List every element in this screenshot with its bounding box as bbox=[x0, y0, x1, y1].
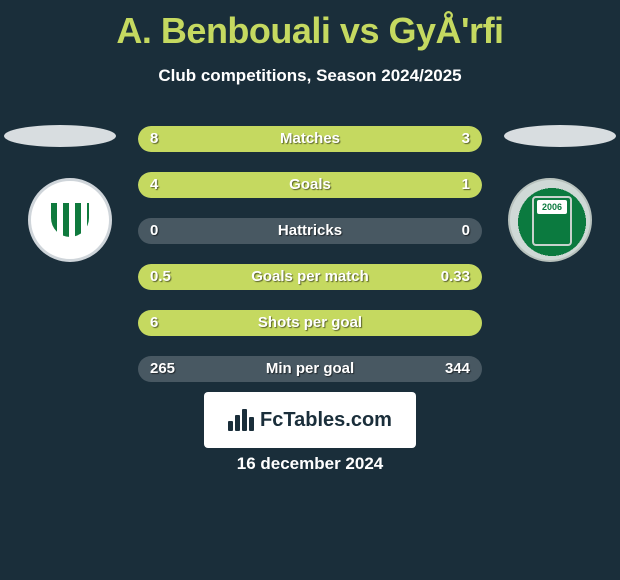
bar-goals: 4 Goals 1 bbox=[138, 172, 482, 198]
stats-bars: 8 Matches 3 4 Goals 1 0 Hattricks 0 0.5 … bbox=[138, 126, 482, 402]
bar-spg: 6 Shots per goal bbox=[138, 310, 482, 336]
branding-text: FcTables.com bbox=[260, 409, 392, 432]
bar-hattricks-label: Hattricks bbox=[138, 218, 482, 244]
team-logo-right-year: 2006 bbox=[537, 200, 567, 214]
bar-spg-label: Shots per goal bbox=[138, 310, 482, 336]
team-logo-right: 2006 bbox=[508, 178, 592, 262]
team-logo-left-stripes bbox=[51, 203, 89, 237]
bar-gpm: 0.5 Goals per match 0.33 bbox=[138, 264, 482, 290]
subtitle: Club competitions, Season 2024/2025 bbox=[0, 66, 620, 86]
bar-gpm-right-value: 0.33 bbox=[441, 264, 470, 290]
player-left-ellipse bbox=[4, 125, 116, 147]
branding-badge: FcTables.com bbox=[204, 392, 416, 448]
bar-matches: 8 Matches 3 bbox=[138, 126, 482, 152]
bar-matches-right-value: 3 bbox=[462, 126, 470, 152]
bar-hattricks-right-value: 0 bbox=[462, 218, 470, 244]
bar-gpm-label: Goals per match bbox=[138, 264, 482, 290]
page-title: A. Benbouali vs GyÅ'rfi bbox=[0, 0, 620, 52]
bar-goals-label: Goals bbox=[138, 172, 482, 198]
bar-goals-right-value: 1 bbox=[462, 172, 470, 198]
bar-matches-label: Matches bbox=[138, 126, 482, 152]
date-text: 16 december 2024 bbox=[0, 454, 620, 474]
bar-mpg-label: Min per goal bbox=[138, 356, 482, 382]
bar-hattricks: 0 Hattricks 0 bbox=[138, 218, 482, 244]
player-right-ellipse bbox=[504, 125, 616, 147]
bars-icon bbox=[228, 409, 254, 431]
bar-mpg: 265 Min per goal 344 bbox=[138, 356, 482, 382]
bar-mpg-right-value: 344 bbox=[445, 356, 470, 382]
team-logo-left bbox=[28, 178, 112, 262]
